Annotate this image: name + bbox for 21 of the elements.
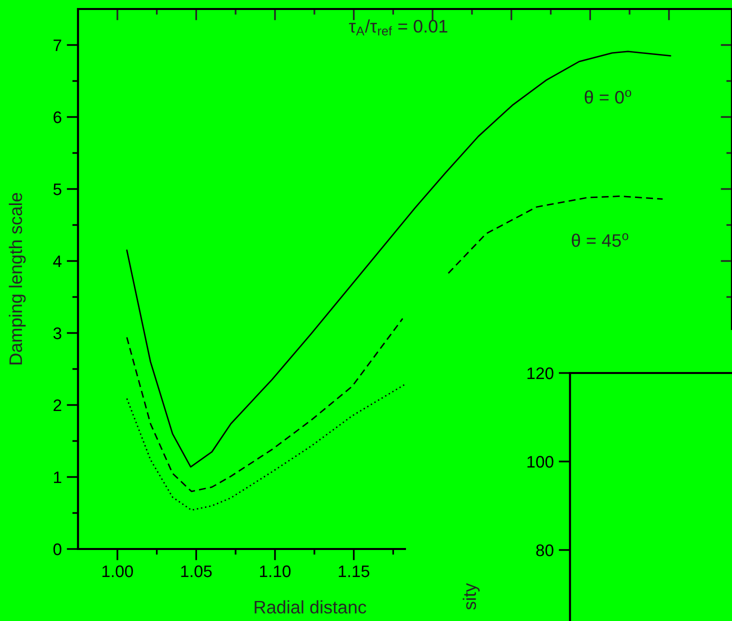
x-tick-label: 1.00 [102, 565, 133, 578]
y-tick-label: 2 [54, 399, 62, 412]
x-tick-label: 1.10 [260, 565, 291, 578]
annotation: τ$_{A}$/τ$_{ref}$ = 0.01 [348, 19, 448, 36]
x-axis-title: Radial distanc [254, 600, 366, 614]
annotation: 120 [527, 367, 554, 380]
series-label: θ = 0$^{o}$ [584, 90, 632, 104]
text: sity [462, 583, 480, 610]
y-tick-label: 3 [53, 327, 62, 340]
annotation: 100 [527, 456, 554, 468]
y-tick-label: 7 [54, 40, 62, 52]
annotation: 80 [536, 544, 554, 556]
x-tick-label: 1.15 [338, 566, 370, 578]
x-tick-label: 1.05 [181, 565, 212, 578]
y-tick-label: 5 [53, 184, 62, 196]
y-tick-label: 0 [53, 543, 62, 556]
y-tick-label: 4 [53, 256, 62, 268]
y-axis-title: Damping length scale [8, 192, 26, 364]
series-label: θ = 45$^{o}$ [572, 233, 628, 247]
y-tick-label: 1 [54, 472, 62, 484]
y-tick-label: 6 [54, 111, 62, 124]
